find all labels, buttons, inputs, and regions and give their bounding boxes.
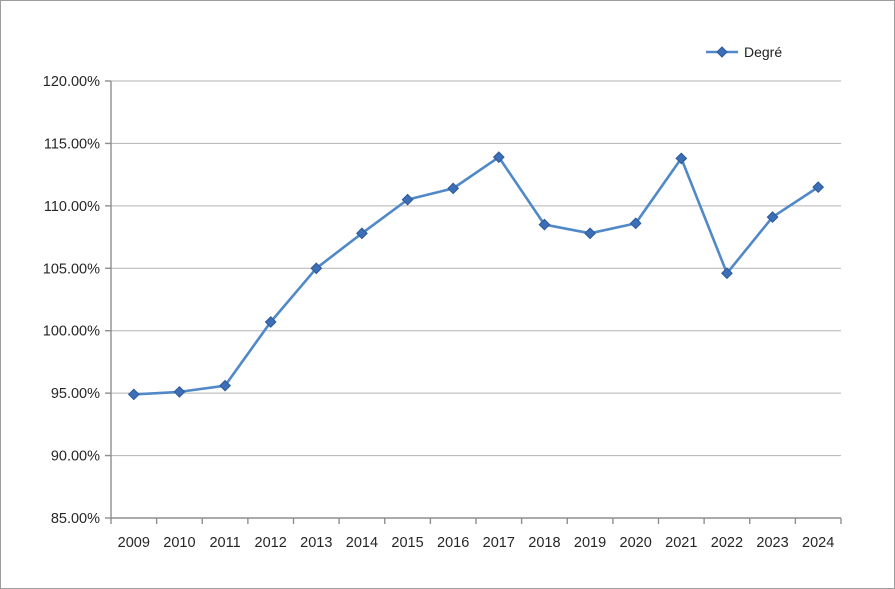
data-point-marker <box>173 385 186 398</box>
data-point-marker <box>219 379 231 392</box>
x-axis-label: 2012 <box>255 535 287 551</box>
data-point-marker <box>264 316 277 328</box>
y-axis-label: 95.00% <box>51 386 100 402</box>
x-axis-label: 2011 <box>209 535 240 551</box>
y-axis-label: 90.00% <box>51 449 100 465</box>
legend-series-marker-icon <box>706 46 738 58</box>
series-line <box>132 155 820 396</box>
data-point-marker <box>538 218 551 231</box>
data-point-marker <box>401 193 414 206</box>
legend-series-label: Degré <box>744 44 783 60</box>
x-axis-label: 2022 <box>711 535 743 551</box>
x-axis-label: 2017 <box>483 535 515 551</box>
data-point-marker <box>721 267 733 280</box>
legend[interactable]: Degré <box>705 43 782 61</box>
y-axis-label: 120.00% <box>43 74 100 90</box>
x-axis-label: 2023 <box>756 535 788 551</box>
y-axis-label: 105.00% <box>43 261 100 277</box>
data-point-marker <box>356 227 368 240</box>
x-axis-label: 2014 <box>346 535 378 551</box>
data-point-marker <box>675 152 688 165</box>
y-axis-label: 100.00% <box>43 324 100 340</box>
data-point-marker <box>766 211 779 224</box>
data-point-marker <box>812 181 825 194</box>
x-axis-label: 2019 <box>574 535 606 551</box>
y-axis-label: 115.00% <box>44 136 100 152</box>
x-axis-label: 2013 <box>300 535 332 551</box>
x-axis-label: 2016 <box>437 535 469 551</box>
x-axis-label: 2020 <box>620 535 652 551</box>
data-point-marker <box>492 151 505 164</box>
data-point-marker <box>629 217 642 230</box>
x-axis-label: 2010 <box>163 535 195 551</box>
data-point-marker <box>447 182 460 195</box>
data-point-marker <box>127 388 140 401</box>
x-axis-label: 2021 <box>665 535 697 551</box>
data-point-marker <box>584 227 596 240</box>
y-axis-label: 85.00% <box>51 511 100 527</box>
x-axis-label: 2015 <box>391 535 423 551</box>
x-axis-label: 2024 <box>802 535 834 551</box>
x-axis-label: 2009 <box>118 535 150 551</box>
y-axis-label: 110.00% <box>44 199 100 215</box>
data-point-marker <box>310 262 323 275</box>
x-axis-label: 2018 <box>528 535 560 551</box>
